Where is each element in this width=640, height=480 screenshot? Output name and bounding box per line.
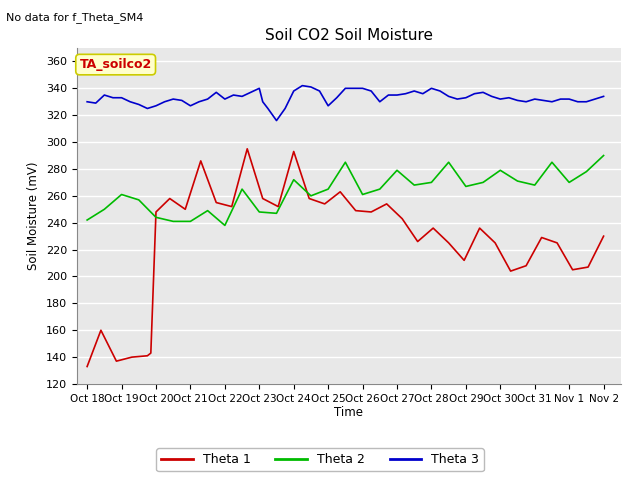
- Theta 1: [305, 196, 313, 202]
- Theta 1: [538, 235, 545, 240]
- Theta 1: [584, 264, 592, 270]
- Theta 2: [118, 192, 125, 197]
- Theta 1: [275, 204, 282, 209]
- Theta 1: [476, 225, 483, 231]
- Theta 2: [152, 215, 160, 220]
- Theta 2: [255, 209, 263, 215]
- Theta 2: [428, 180, 435, 185]
- Theta 3: [83, 99, 91, 105]
- Theta 2: [376, 186, 383, 192]
- Theta 1: [259, 196, 267, 202]
- Theta 1: [492, 240, 499, 246]
- Theta 2: [514, 178, 522, 184]
- Theta 2: [497, 168, 504, 173]
- Theta 1: [181, 206, 189, 212]
- Theta 1: [553, 240, 561, 246]
- Theta 1: [228, 204, 236, 209]
- Theta 1: [290, 149, 298, 155]
- Theta 3: [548, 99, 556, 105]
- Theta 1: [83, 364, 91, 370]
- Theta 2: [410, 182, 418, 188]
- Theta 1: [569, 267, 577, 273]
- Theta 1: [197, 158, 205, 164]
- Theta 3: [600, 94, 607, 99]
- Theta 1: [460, 257, 468, 263]
- Theta 2: [393, 168, 401, 173]
- Theta 2: [342, 159, 349, 165]
- Y-axis label: Soil Moisture (mV): Soil Moisture (mV): [28, 162, 40, 270]
- Theta 3: [298, 83, 306, 88]
- Theta 1: [147, 350, 155, 356]
- Theta 1: [97, 327, 105, 333]
- Theta 1: [243, 146, 251, 152]
- Theta 2: [290, 177, 298, 182]
- Theta 2: [359, 192, 367, 197]
- Theta 1: [143, 353, 151, 359]
- Theta 2: [445, 159, 452, 165]
- Theta 3: [221, 96, 228, 102]
- Theta 2: [462, 183, 470, 189]
- Theta 1: [522, 263, 530, 269]
- Theta 1: [352, 208, 360, 214]
- Line: Theta 3: Theta 3: [87, 85, 604, 120]
- Theta 1: [337, 189, 344, 195]
- Theta 2: [204, 208, 211, 214]
- Theta 1: [367, 209, 375, 215]
- Theta 2: [83, 217, 91, 223]
- Theta 2: [273, 210, 280, 216]
- Line: Theta 2: Theta 2: [87, 156, 604, 226]
- Theta 2: [324, 186, 332, 192]
- Theta 1: [383, 201, 390, 207]
- Theta 1: [166, 196, 173, 202]
- Theta 2: [531, 182, 539, 188]
- Theta 1: [398, 216, 406, 222]
- Theta 3: [350, 85, 358, 91]
- Theta 3: [187, 103, 195, 108]
- Theta 3: [273, 118, 280, 123]
- Text: No data for f_Theta_SM4: No data for f_Theta_SM4: [6, 12, 144, 23]
- Theta 2: [307, 193, 315, 199]
- Theta 2: [170, 218, 177, 224]
- Line: Theta 1: Theta 1: [87, 149, 604, 367]
- Legend: Theta 1, Theta 2, Theta 3: Theta 1, Theta 2, Theta 3: [156, 448, 484, 471]
- Theta 3: [126, 99, 134, 105]
- Theta 2: [221, 223, 228, 228]
- Theta 2: [582, 169, 590, 175]
- Theta 1: [152, 209, 160, 215]
- X-axis label: Time: Time: [334, 407, 364, 420]
- Theta 1: [600, 233, 607, 239]
- Theta 2: [100, 206, 108, 212]
- Theta 1: [113, 358, 120, 364]
- Theta 2: [187, 218, 195, 224]
- Theta 2: [479, 180, 487, 185]
- Theta 1: [128, 354, 136, 360]
- Text: TA_soilco2: TA_soilco2: [79, 58, 152, 71]
- Theta 1: [507, 268, 515, 274]
- Title: Soil CO2 Soil Moisture: Soil CO2 Soil Moisture: [265, 28, 433, 43]
- Theta 2: [238, 186, 246, 192]
- Theta 2: [600, 153, 607, 158]
- Theta 2: [565, 180, 573, 185]
- Theta 3: [410, 88, 418, 94]
- Theta 2: [135, 197, 143, 203]
- Theta 1: [445, 240, 452, 246]
- Theta 2: [548, 159, 556, 165]
- Theta 1: [321, 201, 328, 207]
- Theta 1: [212, 200, 220, 205]
- Theta 1: [414, 239, 422, 244]
- Theta 1: [429, 225, 437, 231]
